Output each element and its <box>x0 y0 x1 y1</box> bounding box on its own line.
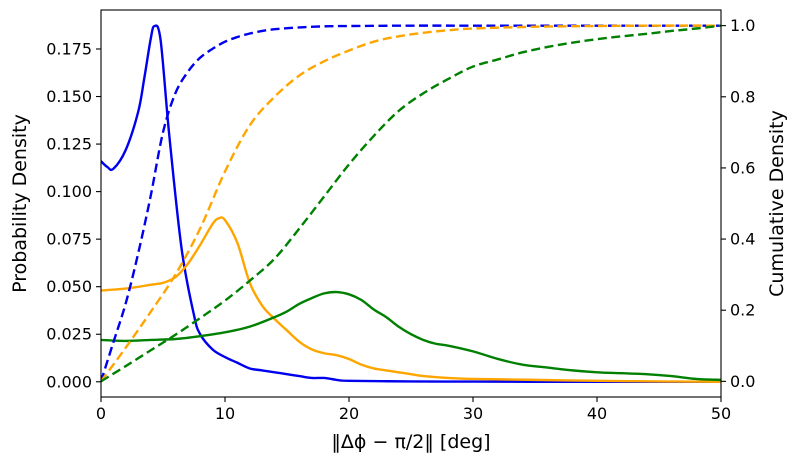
left-y-axis: 0.000 0.025 0.050 0.075 0.100 0.125 0.150 0.175 <box>46 39 101 391</box>
left-y-tick-label: 0.050 <box>46 277 92 296</box>
left-y-tick-label: 0.175 <box>46 39 92 58</box>
series-blue-pdf <box>101 24 721 384</box>
left-y-axis-title: Probability Density <box>9 114 31 293</box>
left-y-tick-label: 0.100 <box>46 182 92 201</box>
plot-frame <box>100 9 722 398</box>
right-y-tick-label: 0.6 <box>730 158 755 177</box>
plot-curves <box>101 24 721 384</box>
left-y-tick-label: 0.150 <box>46 87 92 106</box>
right-y-tick-label: 1.0 <box>730 16 755 35</box>
left-y-tick-label: 0.000 <box>46 372 92 391</box>
series-blue-cdf <box>101 24 721 382</box>
right-y-tick-label: 0.2 <box>730 301 755 320</box>
series-green-cdf <box>101 24 721 383</box>
right-y-tick-label: 0.4 <box>730 230 755 249</box>
series-orange-cdf <box>101 24 721 383</box>
right-y-tick-label: 0.8 <box>730 87 755 106</box>
right-y-axis: 0.0 0.2 0.4 0.6 0.8 1.0 <box>721 16 755 391</box>
series-orange-pdf <box>101 216 721 383</box>
x-tick-label: 20 <box>339 404 359 423</box>
right-y-axis-title: Cumulative Density <box>766 110 788 297</box>
x-axis-title: ‖Δϕ − π/2‖ [deg] <box>331 431 490 453</box>
x-tick-label: 10 <box>215 404 235 423</box>
left-y-tick-label: 0.025 <box>46 325 92 344</box>
x-tick-label: 40 <box>587 404 607 423</box>
right-y-tick-label: 0.0 <box>730 372 755 391</box>
left-y-tick-label: 0.125 <box>46 135 92 154</box>
x-tick-label: 50 <box>711 404 731 423</box>
left-y-tick-label: 0.075 <box>46 230 92 249</box>
x-tick-label: 30 <box>463 404 483 423</box>
x-axis: 0 10 20 30 40 50 <box>96 397 731 423</box>
x-tick-label: 0 <box>96 404 106 423</box>
series-green-pdf <box>101 290 721 382</box>
